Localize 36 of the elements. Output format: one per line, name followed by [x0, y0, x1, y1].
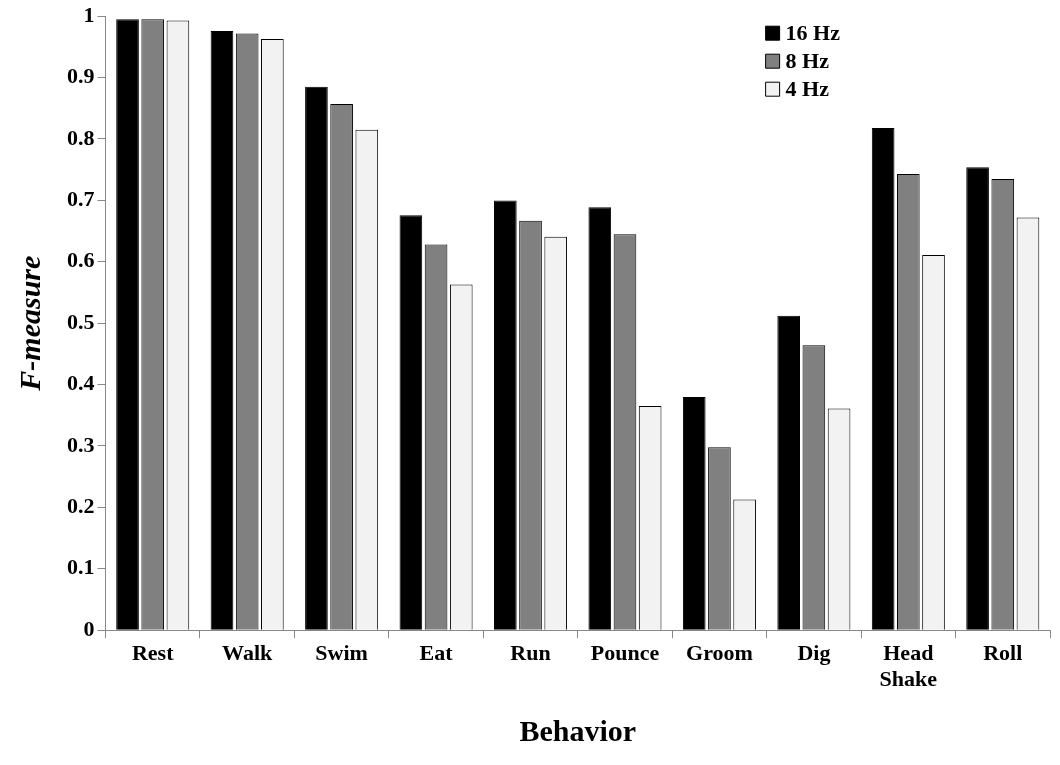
legend-label: 4 Hz [785, 75, 830, 101]
x-tick-label: Rest [131, 640, 175, 666]
y-tick-label: 0.5 [67, 308, 95, 334]
bar [777, 315, 801, 630]
bar [399, 215, 423, 630]
bar [871, 127, 895, 630]
legend-label: 16 Hz [785, 19, 841, 45]
bar [966, 167, 989, 630]
x-tick-label: Roll [983, 640, 1023, 666]
x-axis-title: Behavior [519, 713, 637, 747]
x-tick-label: Head Shake [879, 640, 938, 692]
y-tick-label: 0.8 [67, 124, 95, 150]
y-tick-label: 0 [83, 615, 95, 641]
x-tick-label: Eat [419, 640, 454, 666]
bar [682, 396, 706, 630]
y-tick-label: 0.3 [67, 431, 95, 457]
y-tick-label: 0.7 [67, 186, 95, 212]
y-tick-label: 0.4 [67, 370, 95, 396]
y-tick-label: 0.2 [67, 493, 95, 519]
y-tick-label: 1 [83, 1, 95, 27]
x-tick-label: Dig [797, 640, 831, 666]
bar [588, 207, 612, 630]
x-tick-label: Groom [686, 640, 753, 666]
bar [210, 30, 234, 630]
y-tick-label: 0.1 [67, 554, 95, 580]
y-tick-label: 0.6 [67, 247, 95, 273]
x-tick-label: Walk [222, 640, 273, 666]
x-tick-label: Run [510, 640, 551, 666]
bar [116, 19, 139, 630]
y-axis-title: F-measure [12, 255, 46, 392]
x-tick-label: Swim [315, 640, 368, 666]
y-tick-label: 0.9 [67, 63, 95, 89]
x-tick-label: Pounce [590, 640, 660, 666]
bar [494, 200, 517, 630]
bar [305, 86, 328, 630]
legend-label: 8 Hz [785, 47, 830, 73]
